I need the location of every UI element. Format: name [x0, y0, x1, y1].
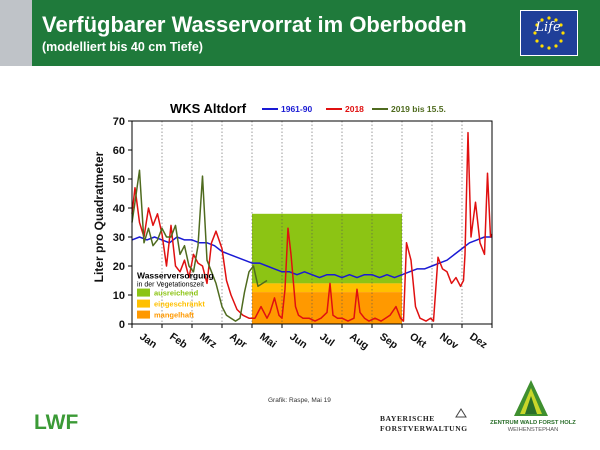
zone-legend-label-2: mangelhaft [154, 311, 195, 320]
zone-legend-title: Wasserversorgung [137, 271, 214, 281]
x-tick-label: Okt [407, 331, 429, 351]
lwf-logo: LWF [34, 411, 78, 432]
lwf-logo-text: LWF [34, 411, 78, 432]
zone-band-0 [252, 213, 402, 284]
header-bar: Verfügbarer Wasservorrat im Oberboden (m… [0, 0, 600, 66]
chart-title: WKS Altdorf [170, 101, 247, 116]
zone-legend-label-1: eingeschränkt [154, 300, 205, 309]
legend-label-2019: 2019 bis 15.5. [391, 104, 446, 114]
zone-band-1 [252, 283, 402, 293]
zone-legend-label-0: ausreichend [154, 289, 199, 298]
x-tick-label: Mrz [197, 331, 219, 351]
legend-item-1961: 1961-90 [262, 104, 312, 114]
legend-label-2018: 2018 [345, 104, 364, 114]
credit-text: Grafik: Raspe, Mai 19 [268, 397, 331, 404]
eu-stars-icon [533, 16, 565, 50]
series-line-2 [131, 169, 268, 322]
y-tick-label: 10 [113, 290, 125, 302]
y-tick-label: 70 [113, 116, 125, 128]
y-tick-label: 40 [113, 203, 125, 215]
legend-swatch-2019 [372, 108, 388, 110]
zentrum-line-1: ZENTRUM WALD FORST HOLZ [490, 420, 576, 426]
x-tick-label: Sep [377, 331, 400, 352]
y-tick-label: 30 [113, 232, 125, 244]
zentrum-line-2: WEIHENSTEPHAN [507, 427, 559, 433]
x-tick-label: Jan [137, 331, 159, 351]
legend-swatch-2018 [326, 108, 342, 110]
bayerische-forstverwaltung-logo: BAYERISCHE FORSTVERWALTUNG [380, 414, 468, 434]
y-tick-label: 20 [113, 261, 125, 273]
page-title: Verfügbarer Wasservorrat im Oberboden [42, 12, 467, 37]
y-tick-label: 50 [113, 174, 125, 186]
zone-legend-subtitle: in der Vegetationszeit [137, 282, 204, 289]
x-tick-label: Nov [437, 331, 460, 352]
legend-label-1961: 1961-90 [281, 104, 313, 114]
eu-flag-logo [520, 10, 578, 56]
bf-line-1: BAYERISCHE [380, 414, 435, 423]
bf-line-2: FORSTVERWALTUNG [380, 424, 468, 433]
page-subtitle: (modelliert bis 40 cm Tiefe) [42, 40, 203, 54]
header-stripe [0, 0, 32, 66]
zone-legend-swatch-0 [137, 288, 150, 297]
y-tick-label: 60 [113, 145, 125, 157]
x-tick-label: Dez [467, 331, 489, 352]
x-tick-label: Apr [227, 331, 249, 351]
zone-legend-swatch-2 [137, 310, 150, 319]
x-tick-label: Aug [347, 331, 371, 353]
legend-item-2019: 2019 bis 15.5. [372, 104, 446, 114]
x-tick-label: Jun [287, 331, 309, 352]
x-tick-label: Jul [317, 331, 336, 350]
zentrum-tree-icon [514, 380, 548, 416]
y-tick-label: 0 [119, 319, 125, 331]
series-line-1 [131, 131, 493, 322]
life-logo-text: Life [535, 20, 561, 35]
legend-swatch-1961 [262, 108, 278, 110]
legend-item-2018: 2018 [326, 104, 364, 114]
bf-tree-icon [455, 408, 467, 418]
x-tick-label: Feb [167, 331, 189, 352]
zone-legend-swatch-1 [137, 299, 150, 308]
x-tick-label: Mai [257, 331, 278, 351]
zentrum-logo-text: ZENTRUM WALD FORST HOLZ WEIHENSTEPHAN [478, 420, 588, 434]
series-line-0 [131, 236, 492, 279]
